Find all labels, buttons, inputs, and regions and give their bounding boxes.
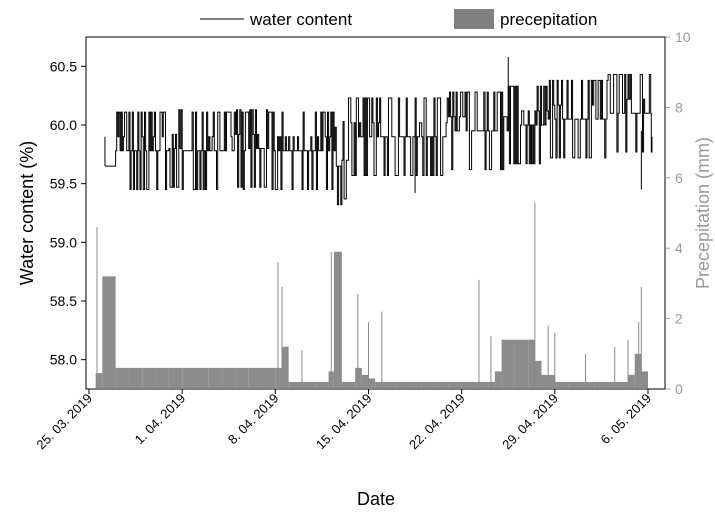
precip-bar xyxy=(208,367,223,389)
y-right-tick-label: 8 xyxy=(675,99,683,115)
precip-bar xyxy=(333,251,342,389)
y-right-label: Precepitation (mm) xyxy=(693,137,713,289)
water-content-path xyxy=(105,74,653,206)
precip-bar xyxy=(128,367,143,389)
y-right-ticks: 0 2 4 6 8 10 xyxy=(665,29,691,397)
precip-bar xyxy=(195,367,209,389)
precip-bar xyxy=(628,374,635,389)
precip-bar xyxy=(375,381,382,389)
precip-bar xyxy=(222,367,236,389)
y-right-tick-label: 6 xyxy=(675,170,683,186)
precip-bar xyxy=(568,381,582,389)
y-left-tick-label: 60.0 xyxy=(50,117,77,133)
y-left-tick-label: 60.5 xyxy=(50,58,77,74)
precip-bar xyxy=(388,381,396,389)
precip-bar xyxy=(634,353,642,389)
precip-bar xyxy=(408,381,422,389)
y-left-tick-label: 59.0 xyxy=(50,234,77,250)
precip-bar xyxy=(421,381,436,389)
y-left-ticks: 58.0 58.5 59.0 59.5 60.0 60.5 xyxy=(50,58,86,368)
precip-bar xyxy=(641,371,648,389)
precip-bar xyxy=(155,367,169,389)
precip-bar xyxy=(142,367,156,389)
y-right-tick-label: 0 xyxy=(675,381,683,397)
precip-bar xyxy=(368,378,376,389)
precip-bar xyxy=(474,381,489,389)
precip-bar xyxy=(301,381,316,389)
precip-bar xyxy=(115,367,129,389)
y-right-tick-label: 10 xyxy=(675,29,691,45)
legend: water content precepitation xyxy=(200,9,597,29)
x-tick-label: 1. 04. 2019 xyxy=(132,391,189,448)
precip-bar xyxy=(341,381,356,389)
precip-bar xyxy=(435,381,449,389)
precip-bar xyxy=(395,381,409,389)
precip-bar xyxy=(494,371,502,389)
y-right-tick-label: 4 xyxy=(675,240,683,256)
precip-bar xyxy=(275,367,282,389)
precip-bar xyxy=(355,367,362,389)
y-left-tick-label: 58.0 xyxy=(50,352,77,368)
precip-bar xyxy=(528,339,535,389)
precip-bar xyxy=(182,367,196,389)
x-tick-label: 29. 04. 2019 xyxy=(499,391,561,453)
precip-bar xyxy=(361,374,369,389)
x-tick-label: 15. 04. 2019 xyxy=(313,391,375,453)
y-right-tick-label: 2 xyxy=(675,311,683,327)
precip-bar xyxy=(561,381,569,389)
x-tick-label: 25. 03. 2019 xyxy=(33,391,95,453)
y-left-tick-label: 58.5 xyxy=(50,293,77,309)
precip-bar xyxy=(501,339,515,389)
x-ticks: 25. 03. 2019 1. 04. 2019 8. 04. 2019 15. 04… xyxy=(33,389,654,452)
precip-bar xyxy=(102,276,116,389)
precip-bar xyxy=(168,367,183,389)
precip-bar xyxy=(594,381,609,389)
precip-bar xyxy=(95,373,103,389)
y-left-tick-label: 59.5 xyxy=(50,176,77,192)
precip-bar xyxy=(461,381,475,389)
x-tick-label: 6. 05. 2019 xyxy=(598,391,655,448)
precip-bar xyxy=(281,346,289,389)
precip-bar xyxy=(554,381,562,389)
legend-precip-label: precepitation xyxy=(500,10,597,29)
precip-bar xyxy=(448,381,462,389)
precip-bar xyxy=(621,381,629,389)
y-left-label: Water content (%) xyxy=(17,141,37,285)
plot-frame xyxy=(85,36,666,390)
precip-bar xyxy=(262,367,276,389)
x-tick-label: 8. 04. 2019 xyxy=(225,391,282,448)
water-content-line xyxy=(104,56,653,206)
precip-bar xyxy=(381,381,389,389)
precip-bar xyxy=(235,367,249,389)
precip-bar xyxy=(488,381,495,389)
precip-bar xyxy=(315,381,329,389)
x-axis-label: Date xyxy=(357,489,395,509)
precipitation-bars xyxy=(95,202,648,389)
precip-bar xyxy=(248,367,263,389)
precip-bar xyxy=(288,381,302,389)
precip-bar xyxy=(581,381,595,389)
legend-precip-swatch xyxy=(454,9,494,29)
precip-bar xyxy=(534,360,542,389)
legend-water-label: water content xyxy=(249,10,352,29)
precip-bar xyxy=(514,339,529,389)
x-tick-label: 22. 04. 2019 xyxy=(406,391,468,453)
